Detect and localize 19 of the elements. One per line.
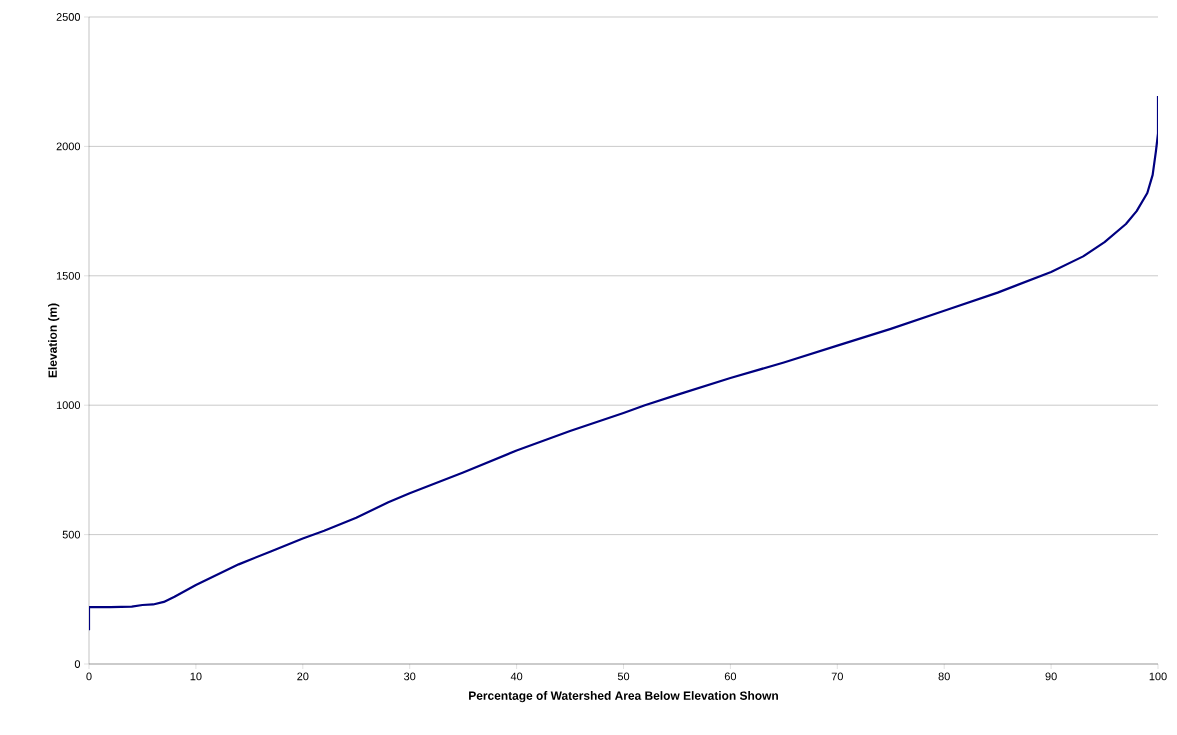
y-tick-label: 2000 <box>56 142 81 151</box>
x-tick-label: 60 <box>724 672 737 681</box>
y-tick-label: 1000 <box>56 401 81 410</box>
y-axis-title: Elevation (m) <box>48 303 60 378</box>
x-tick-label: 90 <box>1045 672 1057 681</box>
x-tick-label: 30 <box>404 672 416 681</box>
x-tick-label: 10 <box>190 672 202 681</box>
y-tick-label: 2500 <box>56 13 81 21</box>
y-tick-label: 500 <box>62 530 81 539</box>
x-tick-label: 100 <box>1149 672 1167 681</box>
x-tick-label: 0 <box>86 672 92 681</box>
y-tick-label: 0 <box>74 660 81 668</box>
x-axis-title: Percentage of Watershed Area Below Elevation Shown <box>469 691 778 703</box>
x-tick-label: 20 <box>297 672 309 681</box>
x-tick-label: 40 <box>510 672 523 681</box>
x-tick-label: 50 <box>617 672 630 681</box>
y-tick-label: 1500 <box>56 271 81 280</box>
x-tick-label: 70 <box>831 672 843 681</box>
x-tick-label: 80 <box>938 672 950 681</box>
